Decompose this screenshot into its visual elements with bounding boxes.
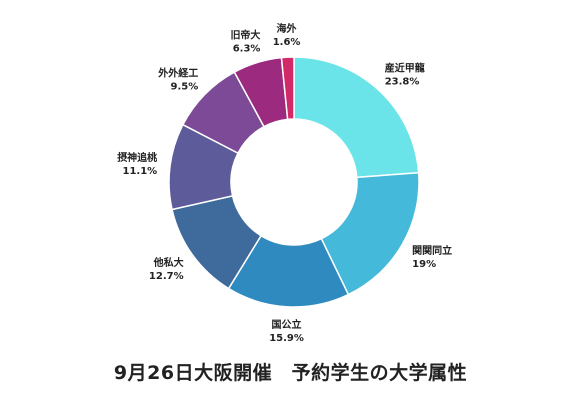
donut-slice-2 bbox=[320, 171, 420, 296]
slice-value-label: 23.8% bbox=[385, 77, 420, 88]
slice-value-label: 15.9% bbox=[269, 333, 304, 344]
slice-value-label: 1.6% bbox=[273, 37, 301, 48]
slice-category-label: 海外 bbox=[277, 22, 297, 35]
donut-slice-1 bbox=[293, 56, 420, 179]
slice-value-label: 9.5% bbox=[171, 81, 199, 92]
slice-value-label: 11.1% bbox=[122, 166, 157, 177]
chart-title: 9月26日大阪開催 予約学生の大学属性 bbox=[113, 362, 468, 384]
slice-value-label: 6.3% bbox=[233, 44, 261, 55]
slice-category-label: 国公立 bbox=[272, 318, 302, 331]
slice-category-label: 関関同立 bbox=[412, 244, 452, 257]
slice-value-label: 19% bbox=[412, 259, 436, 270]
donut-slice-8 bbox=[280, 56, 295, 121]
slice-category-label: 摂神追桃 bbox=[117, 151, 157, 164]
slice-value-label: 12.7% bbox=[149, 271, 184, 282]
slice-category-label: 外外経工 bbox=[157, 66, 198, 79]
slice-category-label: 他私大 bbox=[153, 256, 184, 269]
slice-category-label: 産近甲龍 bbox=[385, 62, 425, 75]
slice-category-label: 旧帝大 bbox=[230, 29, 260, 42]
